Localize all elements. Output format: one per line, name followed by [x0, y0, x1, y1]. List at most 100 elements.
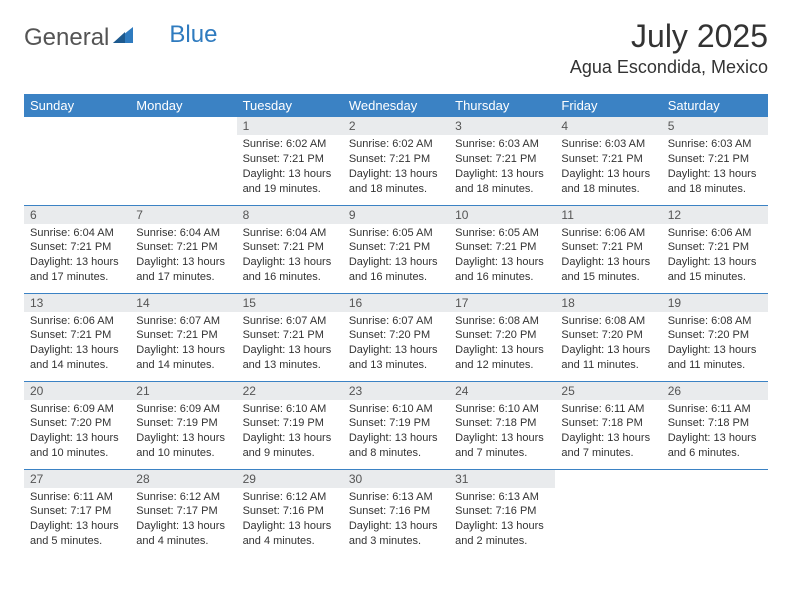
- day-details: Sunrise: 6:12 AMSunset: 7:16 PMDaylight:…: [237, 488, 343, 553]
- day-number: 26: [662, 382, 768, 400]
- calendar-day-cell: [130, 117, 236, 205]
- day-number: 30: [343, 470, 449, 488]
- logo-text-1: General: [24, 24, 109, 52]
- calendar-day-cell: 5Sunrise: 6:03 AMSunset: 7:21 PMDaylight…: [662, 117, 768, 205]
- day-details: Sunrise: 6:02 AMSunset: 7:21 PMDaylight:…: [237, 135, 343, 200]
- day-header: Monday: [130, 94, 236, 117]
- calendar-day-cell: [24, 117, 130, 205]
- day-number: 29: [237, 470, 343, 488]
- day-details: Sunrise: 6:07 AMSunset: 7:21 PMDaylight:…: [237, 312, 343, 377]
- day-details: Sunrise: 6:10 AMSunset: 7:18 PMDaylight:…: [449, 400, 555, 465]
- day-details: Sunrise: 6:06 AMSunset: 7:21 PMDaylight:…: [555, 224, 661, 289]
- calendar-day-cell: 26Sunrise: 6:11 AMSunset: 7:18 PMDayligh…: [662, 381, 768, 469]
- calendar-table: SundayMondayTuesdayWednesdayThursdayFrid…: [24, 94, 768, 557]
- day-number: 23: [343, 382, 449, 400]
- day-number: 12: [662, 206, 768, 224]
- day-number: 8: [237, 206, 343, 224]
- day-details: Sunrise: 6:13 AMSunset: 7:16 PMDaylight:…: [449, 488, 555, 553]
- day-number: 24: [449, 382, 555, 400]
- day-details: Sunrise: 6:05 AMSunset: 7:21 PMDaylight:…: [449, 224, 555, 289]
- day-number: [24, 117, 130, 135]
- day-number: [555, 470, 661, 488]
- calendar-day-cell: 30Sunrise: 6:13 AMSunset: 7:16 PMDayligh…: [343, 469, 449, 557]
- calendar-day-cell: 24Sunrise: 6:10 AMSunset: 7:18 PMDayligh…: [449, 381, 555, 469]
- calendar-day-cell: 17Sunrise: 6:08 AMSunset: 7:20 PMDayligh…: [449, 293, 555, 381]
- day-number: 16: [343, 294, 449, 312]
- title-block: July 2025 Agua Escondida, Mexico: [570, 18, 768, 78]
- day-details: Sunrise: 6:07 AMSunset: 7:20 PMDaylight:…: [343, 312, 449, 377]
- calendar-week-row: 13Sunrise: 6:06 AMSunset: 7:21 PMDayligh…: [24, 293, 768, 381]
- calendar-day-cell: 8Sunrise: 6:04 AMSunset: 7:21 PMDaylight…: [237, 205, 343, 293]
- calendar-day-cell: 27Sunrise: 6:11 AMSunset: 7:17 PMDayligh…: [24, 469, 130, 557]
- day-number: 21: [130, 382, 236, 400]
- calendar-day-cell: 15Sunrise: 6:07 AMSunset: 7:21 PMDayligh…: [237, 293, 343, 381]
- day-details: Sunrise: 6:06 AMSunset: 7:21 PMDaylight:…: [662, 224, 768, 289]
- calendar-day-cell: [555, 469, 661, 557]
- calendar-week-row: 6Sunrise: 6:04 AMSunset: 7:21 PMDaylight…: [24, 205, 768, 293]
- calendar-day-cell: 22Sunrise: 6:10 AMSunset: 7:19 PMDayligh…: [237, 381, 343, 469]
- day-details: Sunrise: 6:12 AMSunset: 7:17 PMDaylight:…: [130, 488, 236, 553]
- calendar-day-cell: 6Sunrise: 6:04 AMSunset: 7:21 PMDaylight…: [24, 205, 130, 293]
- day-number: 3: [449, 117, 555, 135]
- calendar-day-cell: 11Sunrise: 6:06 AMSunset: 7:21 PMDayligh…: [555, 205, 661, 293]
- calendar-day-cell: 19Sunrise: 6:08 AMSunset: 7:20 PMDayligh…: [662, 293, 768, 381]
- logo-text-2: Blue: [169, 21, 217, 49]
- day-number: 10: [449, 206, 555, 224]
- day-number: 14: [130, 294, 236, 312]
- day-details: Sunrise: 6:11 AMSunset: 7:18 PMDaylight:…: [555, 400, 661, 465]
- day-header: Thursday: [449, 94, 555, 117]
- day-number: 15: [237, 294, 343, 312]
- calendar-day-cell: 21Sunrise: 6:09 AMSunset: 7:19 PMDayligh…: [130, 381, 236, 469]
- day-details: Sunrise: 6:08 AMSunset: 7:20 PMDaylight:…: [449, 312, 555, 377]
- day-details: Sunrise: 6:11 AMSunset: 7:18 PMDaylight:…: [662, 400, 768, 465]
- calendar-day-cell: 3Sunrise: 6:03 AMSunset: 7:21 PMDaylight…: [449, 117, 555, 205]
- day-details: Sunrise: 6:03 AMSunset: 7:21 PMDaylight:…: [555, 135, 661, 200]
- day-details: Sunrise: 6:03 AMSunset: 7:21 PMDaylight:…: [449, 135, 555, 200]
- day-number: 25: [555, 382, 661, 400]
- calendar-day-cell: 7Sunrise: 6:04 AMSunset: 7:21 PMDaylight…: [130, 205, 236, 293]
- day-number: 28: [130, 470, 236, 488]
- day-number: [130, 117, 236, 135]
- day-details: Sunrise: 6:04 AMSunset: 7:21 PMDaylight:…: [24, 224, 130, 289]
- day-details: Sunrise: 6:04 AMSunset: 7:21 PMDaylight:…: [130, 224, 236, 289]
- day-details: Sunrise: 6:08 AMSunset: 7:20 PMDaylight:…: [555, 312, 661, 377]
- calendar-day-cell: 14Sunrise: 6:07 AMSunset: 7:21 PMDayligh…: [130, 293, 236, 381]
- calendar-day-cell: 28Sunrise: 6:12 AMSunset: 7:17 PMDayligh…: [130, 469, 236, 557]
- day-details: Sunrise: 6:03 AMSunset: 7:21 PMDaylight:…: [662, 135, 768, 200]
- day-header: Wednesday: [343, 94, 449, 117]
- day-header: Friday: [555, 94, 661, 117]
- day-number: 19: [662, 294, 768, 312]
- day-number: 27: [24, 470, 130, 488]
- day-number: 9: [343, 206, 449, 224]
- calendar-day-cell: 16Sunrise: 6:07 AMSunset: 7:20 PMDayligh…: [343, 293, 449, 381]
- day-details: Sunrise: 6:09 AMSunset: 7:19 PMDaylight:…: [130, 400, 236, 465]
- calendar-day-cell: 10Sunrise: 6:05 AMSunset: 7:21 PMDayligh…: [449, 205, 555, 293]
- day-number: 5: [662, 117, 768, 135]
- day-details: Sunrise: 6:08 AMSunset: 7:20 PMDaylight:…: [662, 312, 768, 377]
- day-header: Tuesday: [237, 94, 343, 117]
- day-number: 4: [555, 117, 661, 135]
- day-number: 17: [449, 294, 555, 312]
- month-title: July 2025: [570, 18, 768, 55]
- calendar-day-cell: 18Sunrise: 6:08 AMSunset: 7:20 PMDayligh…: [555, 293, 661, 381]
- day-number: 13: [24, 294, 130, 312]
- calendar-day-cell: 20Sunrise: 6:09 AMSunset: 7:20 PMDayligh…: [24, 381, 130, 469]
- day-details: Sunrise: 6:07 AMSunset: 7:21 PMDaylight:…: [130, 312, 236, 377]
- day-details: Sunrise: 6:09 AMSunset: 7:20 PMDaylight:…: [24, 400, 130, 465]
- calendar-day-cell: 1Sunrise: 6:02 AMSunset: 7:21 PMDaylight…: [237, 117, 343, 205]
- day-header: Saturday: [662, 94, 768, 117]
- day-number: 7: [130, 206, 236, 224]
- calendar-week-row: 20Sunrise: 6:09 AMSunset: 7:20 PMDayligh…: [24, 381, 768, 469]
- day-number: 20: [24, 382, 130, 400]
- calendar-day-cell: 23Sunrise: 6:10 AMSunset: 7:19 PMDayligh…: [343, 381, 449, 469]
- calendar-week-row: 27Sunrise: 6:11 AMSunset: 7:17 PMDayligh…: [24, 469, 768, 557]
- logo-sail-icon: [111, 24, 135, 52]
- day-number: 11: [555, 206, 661, 224]
- day-details: Sunrise: 6:10 AMSunset: 7:19 PMDaylight:…: [237, 400, 343, 465]
- day-number: 6: [24, 206, 130, 224]
- calendar-day-cell: 12Sunrise: 6:06 AMSunset: 7:21 PMDayligh…: [662, 205, 768, 293]
- day-number: 2: [343, 117, 449, 135]
- day-details: Sunrise: 6:02 AMSunset: 7:21 PMDaylight:…: [343, 135, 449, 200]
- day-details: Sunrise: 6:11 AMSunset: 7:17 PMDaylight:…: [24, 488, 130, 553]
- calendar-day-cell: 2Sunrise: 6:02 AMSunset: 7:21 PMDaylight…: [343, 117, 449, 205]
